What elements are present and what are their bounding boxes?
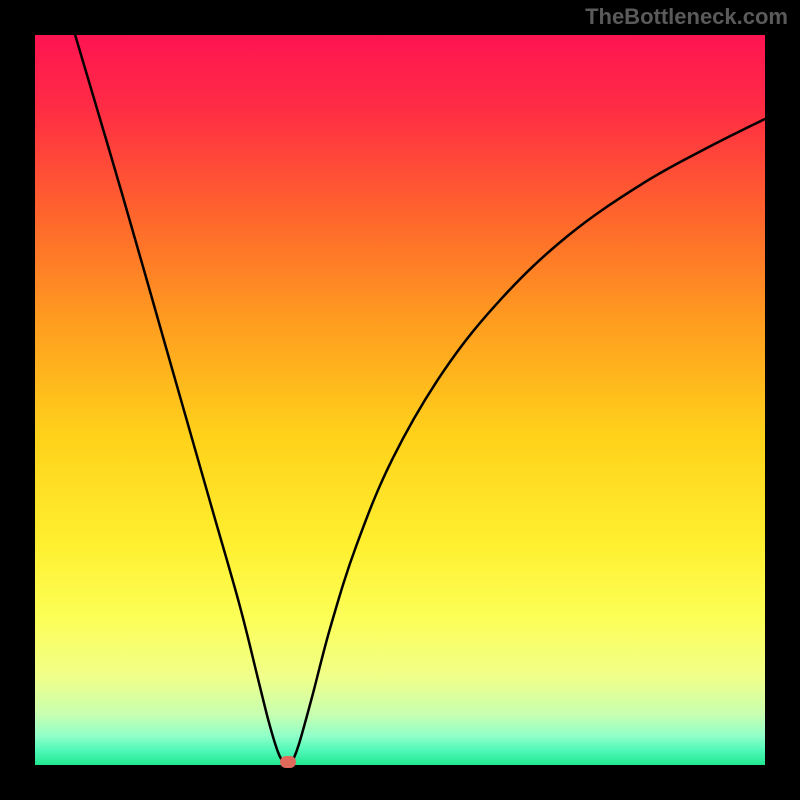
optimal-point-marker [280, 756, 296, 768]
plot-area [35, 35, 765, 765]
watermark-text: TheBottleneck.com [585, 4, 788, 30]
bottleneck-curve [35, 35, 765, 765]
chart-container: TheBottleneck.com [0, 0, 800, 800]
